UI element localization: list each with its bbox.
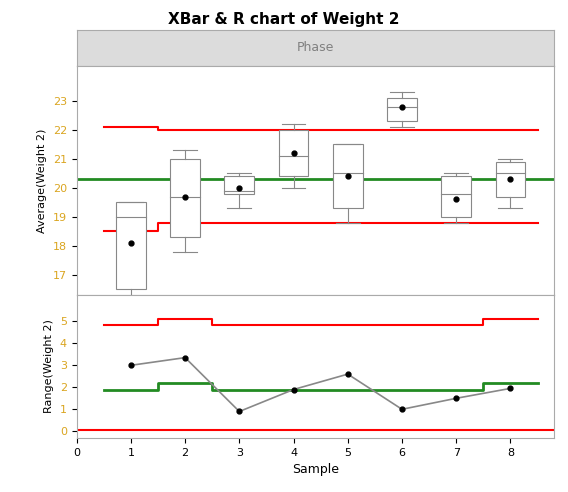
Bar xyxy=(116,202,146,289)
Y-axis label: Average(Weight 2): Average(Weight 2) xyxy=(37,128,47,233)
X-axis label: Sample: Sample xyxy=(292,463,339,476)
Bar xyxy=(441,176,471,217)
Text: XBar & R chart of Weight 2: XBar & R chart of Weight 2 xyxy=(168,12,400,27)
Bar xyxy=(170,159,200,237)
Y-axis label: Range(Weight 2): Range(Weight 2) xyxy=(44,319,55,413)
Bar xyxy=(387,98,417,121)
Bar xyxy=(279,130,308,176)
Bar xyxy=(224,176,254,194)
Bar xyxy=(495,162,525,196)
Bar xyxy=(333,145,363,208)
Text: Phase: Phase xyxy=(296,41,334,55)
